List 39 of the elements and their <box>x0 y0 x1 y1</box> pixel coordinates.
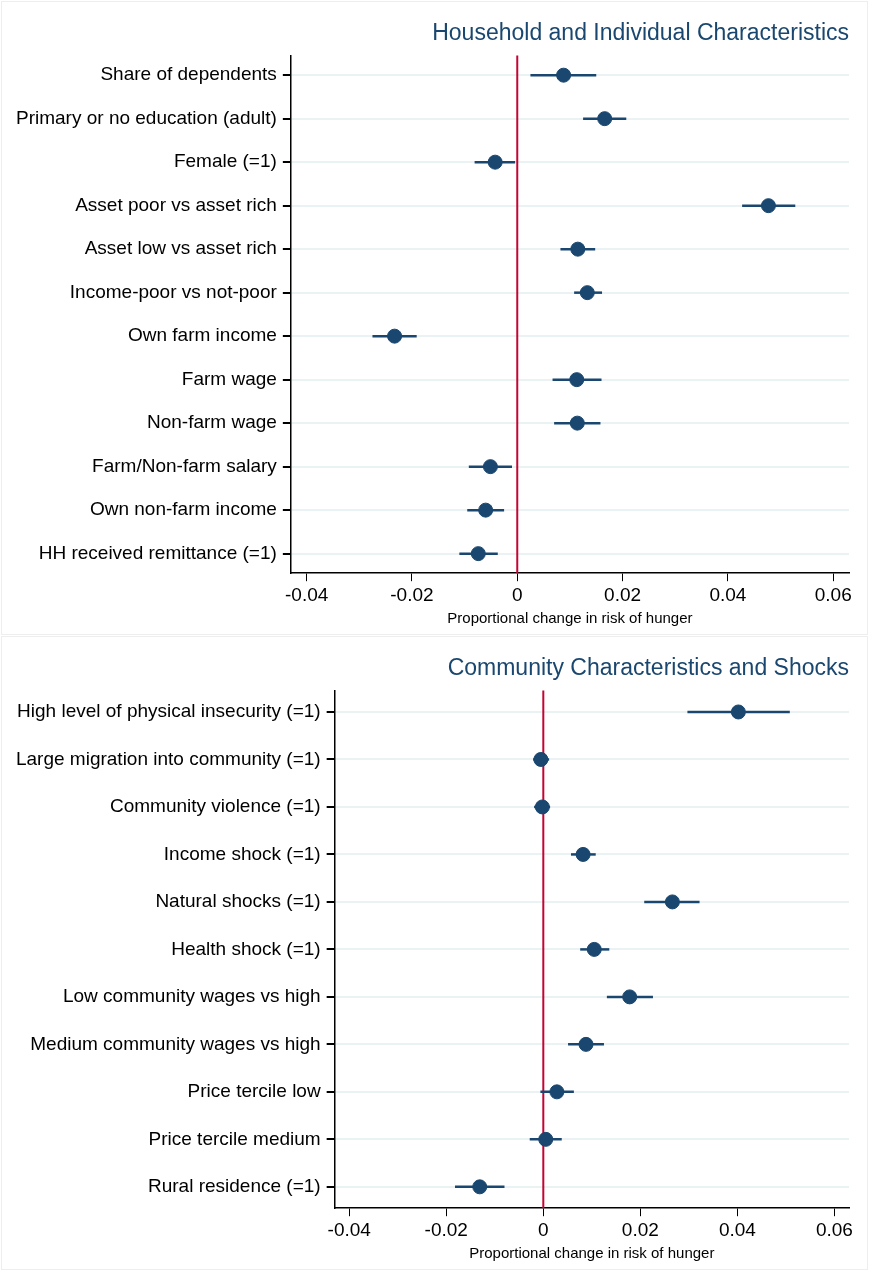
y-tick-label: Asset low vs asset rich <box>84 237 277 259</box>
y-tick-label: Large migration into community (=1) <box>15 747 321 769</box>
y-tick-label: Health shock (=1) <box>171 937 321 959</box>
x-axis-title: Proportional change in risk of hunger <box>447 609 693 627</box>
y-tick-label: Natural shocks (=1) <box>155 890 321 912</box>
y-tick-label: Farm wage <box>181 367 277 389</box>
x-tick-label: 0 <box>511 583 523 605</box>
x-tick-label: 0.04 <box>718 1218 757 1240</box>
x-tick-label: -0.04 <box>284 583 329 605</box>
x-tick-label: 0.04 <box>709 583 747 605</box>
y-tick-label: Own farm income <box>127 324 277 346</box>
y-tick-label: Rural residence (=1) <box>147 1175 321 1197</box>
y-tick-label: Non-farm wage <box>146 411 277 433</box>
y-tick-label: Share of dependents <box>100 63 277 85</box>
x-tick-label: 0.06 <box>814 583 852 605</box>
y-tick-label: Primary or no education (adult) <box>16 106 277 128</box>
x-tick-label: 0 <box>538 1218 549 1240</box>
y-tick-label: Asset poor vs asset rich <box>75 193 277 215</box>
y-tick-label: Price tercile low <box>187 1080 321 1102</box>
chart-title: Community Characteristics and Shocks <box>447 654 849 681</box>
y-tick-label: Female (=1) <box>173 150 277 172</box>
chart-title: Household and Individual Characteristics <box>432 19 849 46</box>
x-tick-label: -0.02 <box>424 1218 468 1240</box>
x-tick-label: 0.06 <box>815 1218 853 1240</box>
y-tick-label: Income shock (=1) <box>163 842 321 864</box>
y-tick-label: Income-poor vs not-poor <box>69 280 278 302</box>
x-tick-label: -0.04 <box>327 1218 372 1240</box>
y-tick-label: Own non-farm income <box>89 498 277 520</box>
y-tick-label: Community violence (=1) <box>109 795 321 817</box>
x-tick-label: -0.02 <box>390 583 434 605</box>
y-tick-label: Medium community wages vs high <box>30 1032 321 1054</box>
y-tick-label: HH received remittance (=1) <box>38 541 277 563</box>
y-tick-label: High level of physical insecurity (=1) <box>17 700 321 722</box>
x-tick-label: 0.02 <box>621 1218 659 1240</box>
y-tick-label: Low community wages vs high <box>62 985 321 1007</box>
x-axis-title: Proportional change in risk of hunger <box>469 1244 715 1262</box>
y-tick-label: Farm/Non-farm salary <box>92 454 278 476</box>
x-tick-label: 0.02 <box>604 583 642 605</box>
y-tick-label: Price tercile medium <box>148 1127 321 1149</box>
